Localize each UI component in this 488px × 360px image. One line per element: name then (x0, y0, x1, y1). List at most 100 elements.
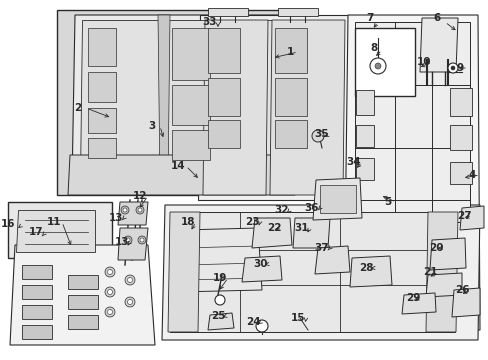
Text: 9: 9 (455, 63, 463, 73)
Bar (449, 125, 471, 150)
Bar (88, 28, 116, 66)
Polygon shape (278, 8, 317, 16)
Polygon shape (242, 256, 282, 282)
Bar (274, 120, 306, 148)
Text: 32: 32 (274, 205, 289, 215)
Circle shape (127, 278, 132, 283)
Text: 28: 28 (358, 263, 372, 273)
Bar (449, 88, 471, 116)
Circle shape (121, 206, 129, 214)
Text: 23: 23 (244, 217, 259, 227)
Bar (68, 275, 98, 289)
Circle shape (127, 300, 132, 305)
Polygon shape (269, 20, 345, 195)
Text: 24: 24 (245, 317, 260, 327)
Circle shape (123, 208, 127, 212)
Text: 31: 31 (294, 223, 308, 233)
Polygon shape (314, 246, 349, 274)
Bar (207, 120, 240, 148)
Circle shape (107, 270, 112, 274)
Circle shape (256, 320, 267, 332)
Circle shape (107, 310, 112, 315)
Text: 35: 35 (314, 129, 328, 139)
Text: 13: 13 (115, 237, 129, 247)
Polygon shape (401, 293, 435, 314)
Bar (22, 285, 52, 299)
Circle shape (215, 295, 224, 305)
Text: 19: 19 (212, 273, 227, 283)
Polygon shape (343, 15, 479, 330)
Text: 13: 13 (108, 213, 123, 223)
Polygon shape (207, 313, 234, 330)
Circle shape (136, 206, 143, 214)
Text: 14: 14 (170, 161, 185, 171)
Text: 20: 20 (428, 243, 442, 253)
Text: 25: 25 (210, 311, 225, 321)
Circle shape (126, 238, 130, 242)
Circle shape (105, 307, 115, 317)
Bar (172, 85, 209, 125)
Bar (207, 28, 240, 73)
Bar (88, 138, 116, 158)
Polygon shape (312, 178, 361, 220)
Bar (274, 78, 306, 116)
Bar (355, 125, 373, 147)
Polygon shape (118, 202, 148, 225)
Polygon shape (57, 10, 299, 195)
Text: 2: 2 (74, 103, 81, 113)
Text: 27: 27 (456, 211, 470, 221)
Text: 1: 1 (286, 47, 293, 57)
Text: 5: 5 (384, 197, 391, 207)
Bar (355, 90, 373, 115)
Text: 18: 18 (181, 217, 195, 227)
Polygon shape (292, 218, 329, 248)
Circle shape (124, 236, 132, 244)
Text: 36: 36 (304, 203, 319, 213)
Bar (88, 72, 116, 102)
Text: 21: 21 (422, 267, 436, 277)
Text: 4: 4 (468, 170, 475, 180)
Polygon shape (349, 256, 391, 287)
Polygon shape (16, 210, 95, 252)
Circle shape (125, 297, 135, 307)
Bar (88, 108, 116, 133)
Circle shape (105, 267, 115, 277)
Text: 15: 15 (290, 313, 305, 323)
Polygon shape (162, 205, 479, 340)
Bar (355, 158, 373, 180)
Circle shape (140, 238, 143, 242)
Text: 37: 37 (314, 243, 328, 253)
Text: 11: 11 (47, 217, 61, 227)
Polygon shape (203, 20, 267, 195)
Circle shape (311, 130, 324, 142)
Text: 3: 3 (148, 121, 155, 131)
Bar (449, 162, 471, 184)
Bar (68, 295, 98, 309)
Polygon shape (178, 228, 262, 292)
Polygon shape (72, 15, 291, 185)
Text: 10: 10 (416, 57, 430, 67)
Text: 34: 34 (346, 157, 361, 167)
Bar (172, 28, 209, 80)
Text: 16: 16 (1, 219, 15, 229)
Circle shape (447, 63, 457, 73)
Polygon shape (425, 273, 461, 297)
Bar (354, 28, 414, 96)
Polygon shape (158, 15, 170, 185)
Circle shape (105, 287, 115, 297)
Circle shape (450, 66, 454, 70)
Text: 30: 30 (253, 259, 268, 269)
Text: 12: 12 (132, 191, 147, 201)
Circle shape (138, 236, 146, 244)
Polygon shape (459, 206, 483, 230)
Circle shape (125, 275, 135, 285)
Polygon shape (118, 228, 148, 260)
Polygon shape (451, 288, 479, 317)
Polygon shape (68, 155, 297, 195)
Text: 26: 26 (454, 285, 468, 295)
Bar (22, 265, 52, 279)
Text: 8: 8 (369, 43, 377, 53)
Polygon shape (429, 238, 465, 270)
Circle shape (374, 63, 380, 69)
Polygon shape (80, 20, 160, 178)
